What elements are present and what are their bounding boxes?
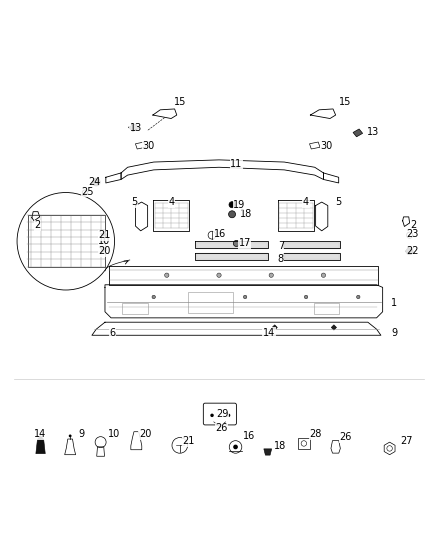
Text: 24: 24 <box>88 176 101 187</box>
Text: 10: 10 <box>108 429 120 439</box>
Text: 23: 23 <box>406 229 419 239</box>
Text: 5: 5 <box>336 197 342 207</box>
Text: 13: 13 <box>367 127 379 138</box>
Polygon shape <box>272 325 277 330</box>
Text: 26: 26 <box>215 423 227 433</box>
Text: 26: 26 <box>339 432 351 442</box>
Polygon shape <box>101 232 107 237</box>
Bar <box>28 215 105 266</box>
Circle shape <box>244 295 247 298</box>
Circle shape <box>227 414 230 417</box>
Text: 7: 7 <box>278 240 284 251</box>
Circle shape <box>269 273 273 277</box>
Text: 8: 8 <box>278 254 284 264</box>
Text: 4: 4 <box>303 197 309 207</box>
Bar <box>314 303 339 314</box>
Bar <box>297 438 310 449</box>
Text: 30: 30 <box>142 141 155 150</box>
Circle shape <box>210 414 214 417</box>
Circle shape <box>69 434 71 437</box>
Text: 20: 20 <box>139 429 151 439</box>
Text: 22: 22 <box>406 246 419 256</box>
Text: 16: 16 <box>214 229 226 239</box>
Polygon shape <box>101 246 107 252</box>
Text: 14: 14 <box>35 429 47 439</box>
Circle shape <box>406 248 413 255</box>
Bar <box>187 292 233 313</box>
Polygon shape <box>353 129 363 137</box>
Text: 19: 19 <box>233 200 246 209</box>
Text: 1: 1 <box>391 298 397 309</box>
Text: 13: 13 <box>130 123 142 133</box>
Text: 18: 18 <box>274 441 286 451</box>
Text: 9: 9 <box>79 429 85 439</box>
Circle shape <box>152 295 155 298</box>
Circle shape <box>229 211 236 218</box>
Text: 2: 2 <box>34 220 40 230</box>
Text: 15: 15 <box>339 97 351 107</box>
Text: 30: 30 <box>321 141 333 150</box>
Bar <box>122 303 148 314</box>
Text: 10: 10 <box>98 236 110 246</box>
Text: 21: 21 <box>98 230 110 240</box>
Text: 18: 18 <box>240 209 252 219</box>
Polygon shape <box>101 238 105 243</box>
Text: 25: 25 <box>81 187 94 197</box>
Circle shape <box>233 240 240 246</box>
Circle shape <box>217 273 221 277</box>
Text: 21: 21 <box>182 437 195 447</box>
Polygon shape <box>36 440 45 454</box>
Polygon shape <box>128 124 139 132</box>
Polygon shape <box>331 325 336 330</box>
Text: 16: 16 <box>244 431 256 441</box>
Circle shape <box>304 295 308 298</box>
Circle shape <box>233 445 238 449</box>
Text: 20: 20 <box>98 246 110 256</box>
Text: 11: 11 <box>230 159 243 169</box>
Text: 6: 6 <box>110 328 116 337</box>
Circle shape <box>229 201 235 208</box>
Circle shape <box>92 178 100 186</box>
Text: 2: 2 <box>410 220 417 230</box>
Circle shape <box>165 273 169 277</box>
Text: 5: 5 <box>131 197 137 207</box>
Text: 15: 15 <box>173 97 186 107</box>
Circle shape <box>321 273 325 277</box>
Circle shape <box>357 295 360 298</box>
Text: 9: 9 <box>391 328 397 337</box>
Polygon shape <box>264 449 272 455</box>
Text: 29: 29 <box>216 409 229 418</box>
Text: 4: 4 <box>168 197 174 207</box>
Polygon shape <box>37 435 44 440</box>
Text: 28: 28 <box>309 429 322 439</box>
Text: 17: 17 <box>239 238 251 248</box>
Text: 27: 27 <box>400 437 413 447</box>
Text: 14: 14 <box>263 328 275 337</box>
